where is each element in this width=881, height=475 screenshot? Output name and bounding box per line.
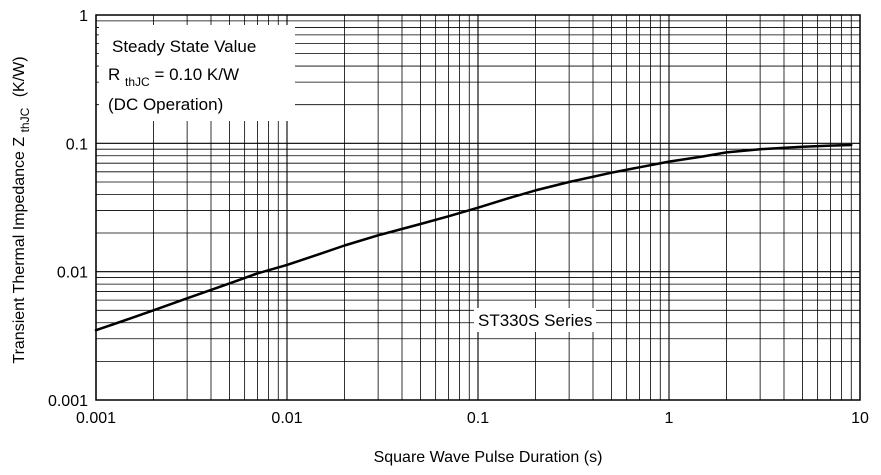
series-label: ST330S Series <box>478 311 592 330</box>
y-tick-label: 0.1 <box>66 136 88 153</box>
x-tick-label: 0.1 <box>467 410 489 427</box>
x-axis-title: Square Wave Pulse Duration (s) <box>374 449 603 466</box>
plot-frame <box>95 14 861 401</box>
y-tick-label: 0.001 <box>48 393 88 410</box>
axis-ticks: 0.001 0.01 0.1 1 10 0.001 0.01 0.1 1 <box>48 8 869 427</box>
y-axis-title: Transient Thermal Impedance Z thJC (K/W) <box>11 56 33 363</box>
series-line <box>94 143 853 332</box>
annotation-steady-state: Steady State Value <box>112 37 256 56</box>
y-tick-label: 0.01 <box>57 265 88 282</box>
x-tick-label: 10 <box>851 410 869 427</box>
annotation-rthjc: R thJC = 0.10 K/W <box>108 65 239 90</box>
series-label-background <box>474 308 596 332</box>
annotation-box-background <box>99 25 295 121</box>
data-series <box>94 143 853 332</box>
annotation-dc-operation: (DC Operation) <box>108 95 223 114</box>
y-tick-label: 1 <box>79 8 88 25</box>
x-tick-label: 0.01 <box>271 410 302 427</box>
x-tick-label: 1 <box>665 410 674 427</box>
x-tick-label: 0.001 <box>76 410 116 427</box>
